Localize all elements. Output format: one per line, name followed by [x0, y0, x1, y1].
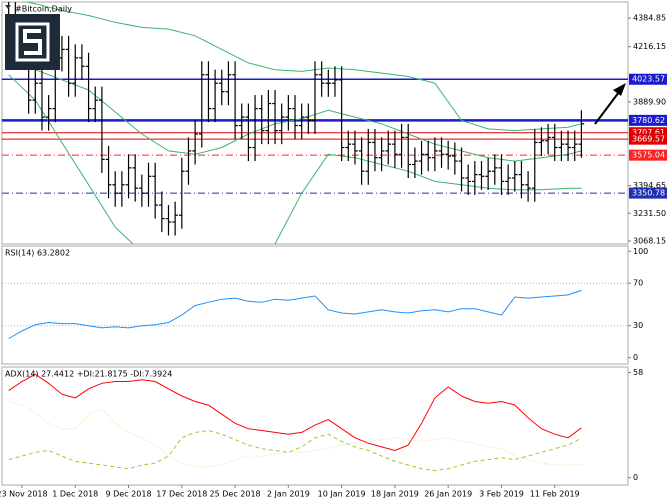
x-tick-label: 26 Jan 2019 [424, 490, 472, 499]
x-tick-label: 11 Feb 2019 [530, 490, 580, 499]
indicator-line [8, 289, 582, 339]
level-label-box [629, 73, 667, 85]
y-tick-label: 4384.85 [633, 14, 666, 23]
x-tick-label: 9 Dec 2018 [106, 490, 152, 499]
level-label: 4023.57 [632, 75, 665, 84]
panel-title: RSI(14) 63.2802 [5, 249, 70, 258]
indicator-line [8, 401, 582, 468]
level-label-box [629, 133, 667, 145]
x-tick-label: 10 Jan 2019 [318, 490, 366, 499]
plot-area [2, 282, 628, 339]
y-tick-label: 100 [633, 247, 648, 256]
x-tick-label: 18 Jan 2019 [371, 490, 419, 499]
plot-area [2, 2, 628, 244]
y-tick-label: 30 [633, 321, 643, 330]
level-label: 3350.78 [632, 189, 665, 198]
x-tick-label: 17 Dec 2018 [156, 490, 207, 499]
level-label-box [629, 187, 667, 199]
y-tick-label: 3889.90 [633, 97, 666, 106]
y-tick-label: 4216.15 [633, 42, 666, 51]
level-label-box [629, 114, 667, 126]
x-tick-label: 1 Dec 2018 [52, 490, 98, 499]
y-tick-label: 58 [633, 368, 643, 377]
panel-frame [1, 245, 629, 365]
level-label-box [629, 127, 667, 139]
y-tick-label: 3394.65 [633, 181, 666, 190]
panel-frame [1, 366, 629, 486]
x-tick-label: 25 Dec 2018 [210, 490, 261, 499]
x-tick-label: 3 Feb 2019 [479, 490, 524, 499]
level-label: 3575.04 [632, 151, 665, 160]
level-label: 3669.57 [632, 135, 665, 144]
bollinger-band [8, 74, 582, 244]
bollinger-band [23, 2, 582, 132]
panel-title: ADX(14) 27.4412 +DI:21.8175 -DI:7.3924 [5, 370, 172, 379]
indicator-line [8, 373, 582, 452]
logo-mark [23, 29, 42, 55]
y-tick-label: 70 [633, 279, 643, 288]
indicator-line [8, 429, 582, 472]
level-label: 3780.62 [632, 116, 665, 125]
level-label-box [629, 149, 667, 161]
annotation-arrow [594, 91, 620, 125]
x-tick-label: 23 Nov 2018 [0, 490, 48, 499]
y-tick-label: 3231.50 [633, 209, 666, 218]
y-tick-label: 3068.15 [633, 236, 666, 245]
plot-area [8, 373, 582, 472]
annotation-arrowhead [613, 83, 626, 96]
header-triangle [5, 5, 11, 9]
x-tick-label: 2 Jan 2019 [267, 490, 310, 499]
level-label: 3707.61 [632, 128, 665, 137]
y-tick-label: 0 [633, 353, 638, 362]
panel-title: #Bitcoin,Daily [15, 5, 72, 14]
logo-frame [15, 22, 50, 62]
y-tick-label: 0 [633, 473, 638, 482]
